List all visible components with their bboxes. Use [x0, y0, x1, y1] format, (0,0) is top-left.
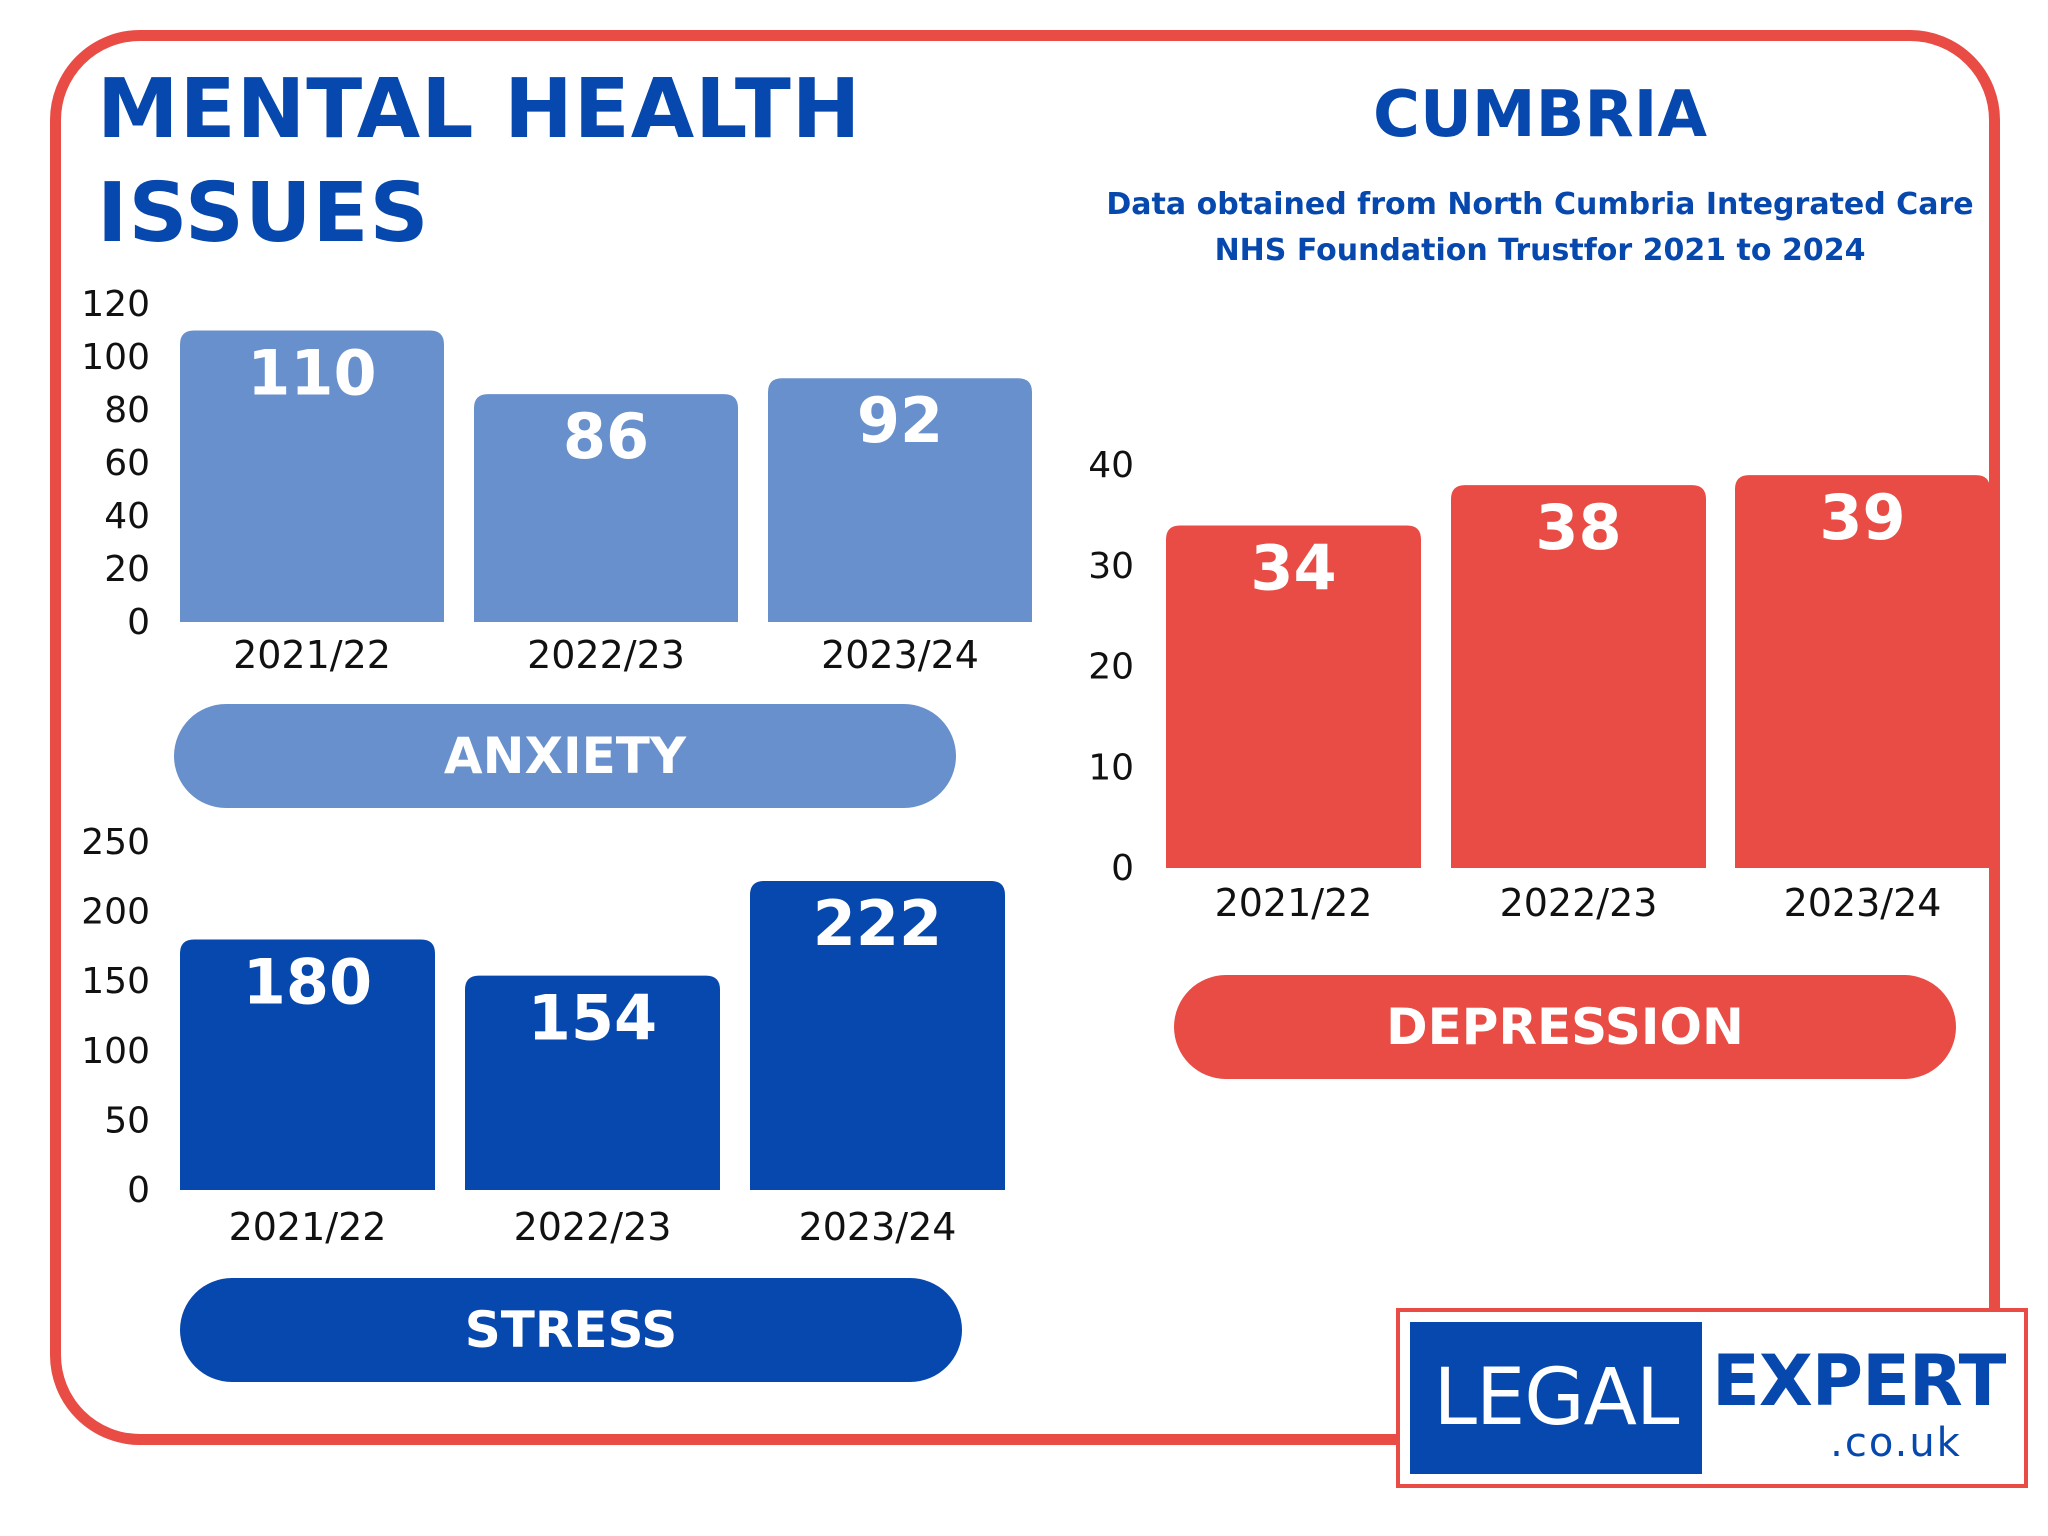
title-line-1: MENTAL HEALTH	[97, 62, 862, 157]
stress-chart: 0 50 100 150 200 250 180 2021/22 154 2022/23 222 20…	[81, 822, 1005, 1249]
anxiety-bar-1	[180, 330, 444, 622]
anxiety-category-label-1: 2021/22	[233, 633, 391, 677]
stress-bar-value-1: 180	[243, 945, 372, 1018]
anxiety-bar-value-2: 86	[563, 400, 649, 473]
stress-bar-2	[465, 975, 720, 1190]
depression-chart: 0 10 20 30 40 34 2021/22 38 2022/23 39 2023/24	[1088, 445, 1990, 925]
depression-bar-2	[1451, 485, 1706, 868]
depression-bar-value-2: 38	[1535, 491, 1621, 564]
anxiety-y-tick-label: 20	[104, 549, 150, 590]
depression-bar-value-3: 39	[1819, 481, 1905, 554]
anxiety-bar-value-3: 92	[857, 384, 943, 457]
source-line-1: Data obtained from North Cumbria Integra…	[1106, 187, 1974, 222]
anxiety-category-label-2: 2022/23	[527, 633, 685, 677]
depression-bar-value-1: 34	[1250, 531, 1336, 604]
depression-category-label-3: 2023/24	[1784, 881, 1942, 925]
anxiety-bar-2	[474, 394, 738, 622]
depression-y-tick-label: 10	[1088, 747, 1134, 788]
anxiety-label: ANXIETY	[174, 704, 956, 808]
logo-word-legal: LEGAL	[1410, 1322, 1702, 1474]
depression-y-tick-label: 30	[1088, 546, 1134, 587]
depression-category-label-1: 2021/22	[1215, 881, 1373, 925]
stress-y-tick-label: 0	[127, 1170, 150, 1211]
legal-expert-logo: LEGAL EXPERT .co.uk	[1396, 1308, 2028, 1488]
page-title: MENTAL HEALTH ISSUES	[97, 58, 861, 266]
stress-y-tick-label: 250	[81, 822, 150, 863]
source-note: Data obtained from North Cumbria Integra…	[1100, 182, 1980, 274]
anxiety-bar-3	[768, 378, 1032, 622]
stress-y-tick-label: 50	[104, 1100, 150, 1141]
stress-bar-1	[180, 939, 435, 1190]
anxiety-y-tick-label: 100	[81, 337, 150, 378]
stress-category-label-1: 2021/22	[229, 1205, 387, 1249]
anxiety-bar-value-1: 110	[247, 337, 376, 410]
infographic-frame	[50, 30, 2000, 1445]
region-title: CUMBRIA	[1372, 78, 1708, 152]
title-line-2: ISSUES	[97, 166, 430, 261]
stress-category-label-2: 2022/23	[514, 1205, 672, 1249]
anxiety-chart: 0 20 40 60 80 100 120 110 2021/22 86 2022/23 92 2023…	[81, 284, 1032, 677]
stress-category-label-3: 2023/24	[799, 1205, 957, 1249]
stress-y-tick-label: 200	[81, 892, 150, 933]
anxiety-y-tick-label: 60	[104, 443, 150, 484]
depression-bar-3	[1735, 475, 1990, 868]
anxiety-category-label-3: 2023/24	[821, 633, 979, 677]
logo-word-expert: EXPERT	[1712, 1340, 2006, 1422]
depression-bar-1	[1166, 525, 1421, 868]
anxiety-y-tick-label: 0	[127, 602, 150, 643]
stress-bar-3	[750, 880, 1005, 1190]
depression-y-tick-label: 0	[1111, 848, 1134, 889]
depression-label: DEPRESSION	[1174, 975, 1956, 1079]
anxiety-y-tick-label: 80	[104, 390, 150, 431]
depression-y-tick-label: 40	[1088, 445, 1134, 486]
logo-domain: .co.uk	[1830, 1420, 1962, 1466]
stress-y-tick-label: 100	[81, 1031, 150, 1072]
stress-label: STRESS	[180, 1278, 962, 1382]
stress-y-tick-label: 150	[81, 961, 150, 1002]
source-line-2: NHS Foundation Trustfor 2021 to 2024	[1214, 233, 1866, 268]
stress-bar-value-2: 154	[528, 982, 657, 1055]
anxiety-y-tick-label: 120	[81, 284, 150, 325]
anxiety-y-tick-label: 40	[104, 496, 150, 537]
depression-category-label-2: 2022/23	[1500, 881, 1658, 925]
stress-bar-value-3: 222	[813, 887, 942, 960]
depression-y-tick-label: 20	[1088, 647, 1134, 688]
